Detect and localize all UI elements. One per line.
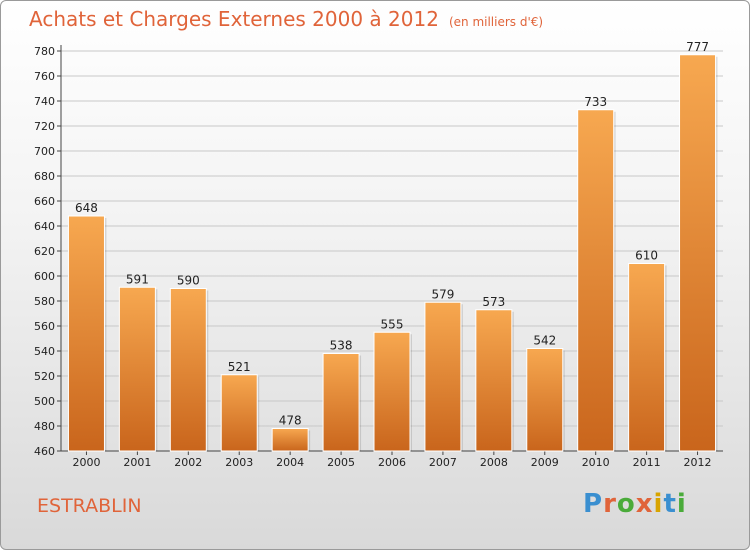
bars	[67, 54, 718, 452]
value-label: 521	[228, 360, 251, 374]
bar-2007	[424, 301, 462, 452]
x-tick-label: 2007	[429, 456, 457, 469]
logo-letter: t	[663, 489, 677, 519]
proxiti-logo: Proxiti	[583, 489, 687, 519]
chart-title-block: Achats et Charges Externes 2000 à 2012 (e…	[29, 7, 543, 31]
bar-2004	[271, 428, 309, 452]
y-tick-label: 540	[34, 345, 55, 358]
bar-chart: 460 480 500 520 540 560 580 600 620 640 660 680 700 7…	[34, 40, 723, 469]
logo-letter: r	[603, 489, 617, 519]
y-tick-label: 780	[34, 45, 55, 58]
logo-letter: P	[583, 489, 604, 519]
y-tick-label: 680	[34, 170, 55, 183]
bar-2006	[373, 331, 411, 452]
bar-2008	[475, 309, 513, 452]
logo-letter: i	[653, 489, 664, 519]
y-tick-label: 740	[34, 95, 55, 108]
x-tick-label: 2005	[327, 456, 355, 469]
y-tick-label: 480	[34, 420, 55, 433]
value-label: 648	[75, 201, 98, 215]
logo-letter: i	[676, 489, 687, 519]
bar-2010	[577, 109, 615, 452]
bar-2005	[322, 353, 360, 452]
value-label: 573	[482, 295, 505, 309]
value-label: 538	[330, 339, 353, 353]
y-tick-label: 460	[34, 445, 55, 458]
value-labels: 648 591 590 521 478 538 555 579 573 542 733 610 777	[75, 40, 709, 428]
commune-name: ESTRABLIN	[37, 495, 142, 517]
y-tick-label: 620	[34, 245, 55, 258]
y-tick-label: 520	[34, 370, 55, 383]
x-tick-label: 2002	[174, 456, 202, 469]
x-tick-label: 2011	[633, 456, 661, 469]
y-tick-label: 660	[34, 195, 55, 208]
chart-unit: (en milliers d'€)	[448, 15, 544, 29]
x-tick-label: 2000	[72, 456, 100, 469]
y-tick-label: 640	[34, 220, 55, 233]
bar-2012	[679, 54, 717, 452]
bar-2002	[169, 288, 207, 452]
x-tick-label: 2001	[123, 456, 151, 469]
y-tick-label: 580	[34, 295, 55, 308]
value-label: 733	[584, 95, 607, 109]
value-label: 542	[533, 334, 556, 348]
x-tick-label: 2009	[531, 456, 559, 469]
y-tick-label: 600	[34, 270, 55, 283]
y-tick-label: 720	[34, 120, 55, 133]
value-label: 610	[635, 249, 658, 263]
x-tick-label: 2003	[225, 456, 253, 469]
bar-2011	[628, 263, 666, 452]
y-tick-label: 560	[34, 320, 55, 333]
value-label: 579	[431, 287, 454, 301]
value-label: 590	[177, 274, 200, 288]
x-tick-label: 2004	[276, 456, 304, 469]
logo-letter: o	[616, 489, 636, 519]
bar-2000	[67, 215, 105, 452]
bar-2009	[526, 348, 564, 452]
value-label: 777	[686, 40, 709, 54]
logo-letter: x	[635, 489, 654, 519]
value-label: 591	[126, 272, 149, 286]
y-tick-label: 700	[34, 145, 55, 158]
x-tick-label: 2008	[480, 456, 508, 469]
bar-2003	[220, 374, 258, 452]
x-tick-label: 2006	[378, 456, 406, 469]
x-tick-label: 2010	[582, 456, 610, 469]
value-label: 478	[279, 414, 302, 428]
value-label: 555	[381, 317, 404, 331]
bar-2001	[118, 286, 156, 452]
chart-title: Achats et Charges Externes 2000 à 2012	[29, 7, 439, 31]
axes: 460 480 500 520 540 560 580 600 620 640 660 680 700 7…	[34, 45, 723, 469]
x-tick-label: 2012	[684, 456, 712, 469]
y-tick-label: 760	[34, 70, 55, 83]
y-tick-label: 500	[34, 395, 55, 408]
